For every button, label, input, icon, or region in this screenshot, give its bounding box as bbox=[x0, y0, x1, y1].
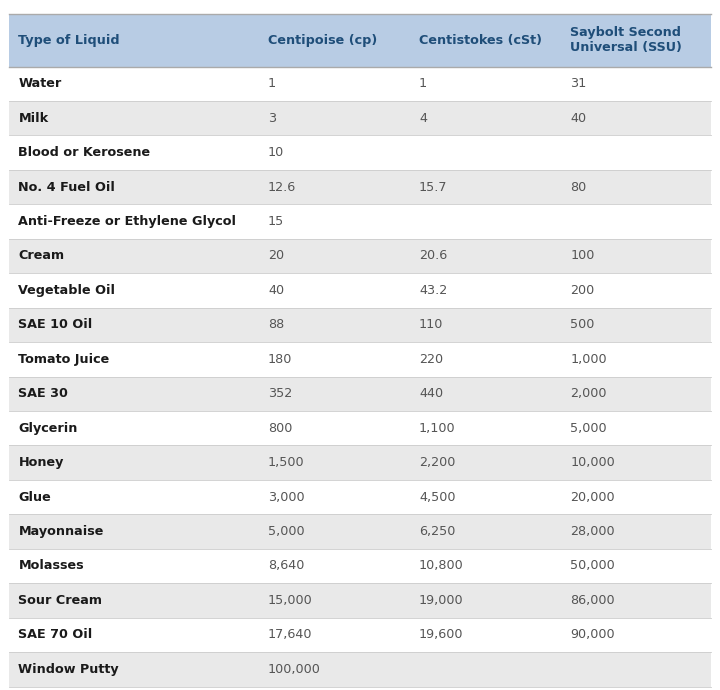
Bar bbox=[9, 204, 711, 239]
Text: 220: 220 bbox=[419, 353, 443, 366]
Text: Centipoise (cp): Centipoise (cp) bbox=[268, 34, 377, 47]
Bar bbox=[9, 342, 711, 377]
Text: 88: 88 bbox=[268, 318, 284, 331]
Text: 19,000: 19,000 bbox=[419, 594, 464, 607]
Text: 1,100: 1,100 bbox=[419, 422, 456, 435]
Text: Water: Water bbox=[19, 77, 62, 90]
Text: 3,000: 3,000 bbox=[268, 491, 305, 504]
Text: 4: 4 bbox=[419, 112, 427, 125]
Bar bbox=[9, 480, 711, 514]
Text: 40: 40 bbox=[570, 112, 586, 125]
Text: No. 4 Fuel Oil: No. 4 Fuel Oil bbox=[19, 181, 115, 194]
Text: 2,200: 2,200 bbox=[419, 456, 456, 469]
Text: SAE 10 Oil: SAE 10 Oil bbox=[19, 318, 93, 331]
Text: 800: 800 bbox=[268, 422, 292, 435]
Bar bbox=[9, 308, 711, 342]
Text: 1: 1 bbox=[419, 77, 427, 90]
Text: Window Putty: Window Putty bbox=[19, 663, 119, 676]
Text: 28,000: 28,000 bbox=[570, 525, 615, 538]
Bar bbox=[9, 377, 711, 411]
Bar bbox=[9, 101, 711, 135]
Text: Centistokes (cSt): Centistokes (cSt) bbox=[419, 34, 542, 47]
Text: 15: 15 bbox=[268, 215, 284, 228]
Text: 100: 100 bbox=[570, 250, 595, 262]
Bar bbox=[9, 549, 711, 583]
Text: 8,640: 8,640 bbox=[268, 560, 305, 573]
Text: Anti-Freeze or Ethylene Glycol: Anti-Freeze or Ethylene Glycol bbox=[19, 215, 236, 228]
Text: SAE 70 Oil: SAE 70 Oil bbox=[19, 629, 93, 642]
Text: 86,000: 86,000 bbox=[570, 594, 615, 607]
Text: 10: 10 bbox=[268, 146, 284, 159]
Text: 200: 200 bbox=[570, 284, 595, 297]
Text: 5,000: 5,000 bbox=[570, 422, 607, 435]
Bar bbox=[9, 135, 711, 170]
Text: 20,000: 20,000 bbox=[570, 491, 615, 504]
Text: 20.6: 20.6 bbox=[419, 250, 447, 262]
Bar bbox=[9, 411, 711, 446]
Text: 40: 40 bbox=[268, 284, 284, 297]
Bar bbox=[9, 583, 711, 618]
Text: Cream: Cream bbox=[19, 250, 65, 262]
Text: Molasses: Molasses bbox=[19, 560, 84, 573]
Text: Milk: Milk bbox=[19, 112, 49, 125]
Text: Vegetable Oil: Vegetable Oil bbox=[19, 284, 115, 297]
Text: 2,000: 2,000 bbox=[570, 387, 607, 400]
Text: Sour Cream: Sour Cream bbox=[19, 594, 102, 607]
Text: 43.2: 43.2 bbox=[419, 284, 447, 297]
Text: 12.6: 12.6 bbox=[268, 181, 296, 194]
Text: 500: 500 bbox=[570, 318, 595, 331]
Bar bbox=[9, 652, 711, 687]
Text: 100,000: 100,000 bbox=[268, 663, 321, 676]
Text: 50,000: 50,000 bbox=[570, 560, 615, 573]
Bar bbox=[9, 446, 711, 480]
Bar bbox=[9, 273, 711, 308]
Text: 1,500: 1,500 bbox=[268, 456, 305, 469]
Text: 17,640: 17,640 bbox=[268, 629, 312, 642]
Text: Saybolt Second
Universal (SSU): Saybolt Second Universal (SSU) bbox=[570, 26, 682, 55]
Text: 80: 80 bbox=[570, 181, 586, 194]
Text: Type of Liquid: Type of Liquid bbox=[19, 34, 120, 47]
Text: Mayonnaise: Mayonnaise bbox=[19, 525, 104, 538]
Text: Tomato Juice: Tomato Juice bbox=[19, 353, 109, 366]
Text: 3: 3 bbox=[268, 112, 276, 125]
Text: 31: 31 bbox=[570, 77, 586, 90]
Text: 20: 20 bbox=[268, 250, 284, 262]
Bar bbox=[9, 170, 711, 204]
Text: SAE 30: SAE 30 bbox=[19, 387, 68, 400]
Text: Honey: Honey bbox=[19, 456, 64, 469]
Text: 19,600: 19,600 bbox=[419, 629, 464, 642]
Text: 5,000: 5,000 bbox=[268, 525, 305, 538]
Bar bbox=[9, 618, 711, 652]
Text: 440: 440 bbox=[419, 387, 443, 400]
Text: 110: 110 bbox=[419, 318, 444, 331]
Text: 1: 1 bbox=[268, 77, 276, 90]
Bar bbox=[9, 14, 711, 66]
Text: 4,500: 4,500 bbox=[419, 491, 456, 504]
Bar bbox=[9, 514, 711, 549]
Bar bbox=[9, 66, 711, 101]
Text: 180: 180 bbox=[268, 353, 292, 366]
Text: Glycerin: Glycerin bbox=[19, 422, 78, 435]
Text: 6,250: 6,250 bbox=[419, 525, 456, 538]
Text: Blood or Kerosene: Blood or Kerosene bbox=[19, 146, 150, 159]
Text: 352: 352 bbox=[268, 387, 292, 400]
Text: 15.7: 15.7 bbox=[419, 181, 448, 194]
Text: 10,800: 10,800 bbox=[419, 560, 464, 573]
Text: 1,000: 1,000 bbox=[570, 353, 607, 366]
Text: 10,000: 10,000 bbox=[570, 456, 615, 469]
Bar bbox=[9, 239, 711, 273]
Text: 15,000: 15,000 bbox=[268, 594, 312, 607]
Text: 90,000: 90,000 bbox=[570, 629, 615, 642]
Text: Glue: Glue bbox=[19, 491, 51, 504]
